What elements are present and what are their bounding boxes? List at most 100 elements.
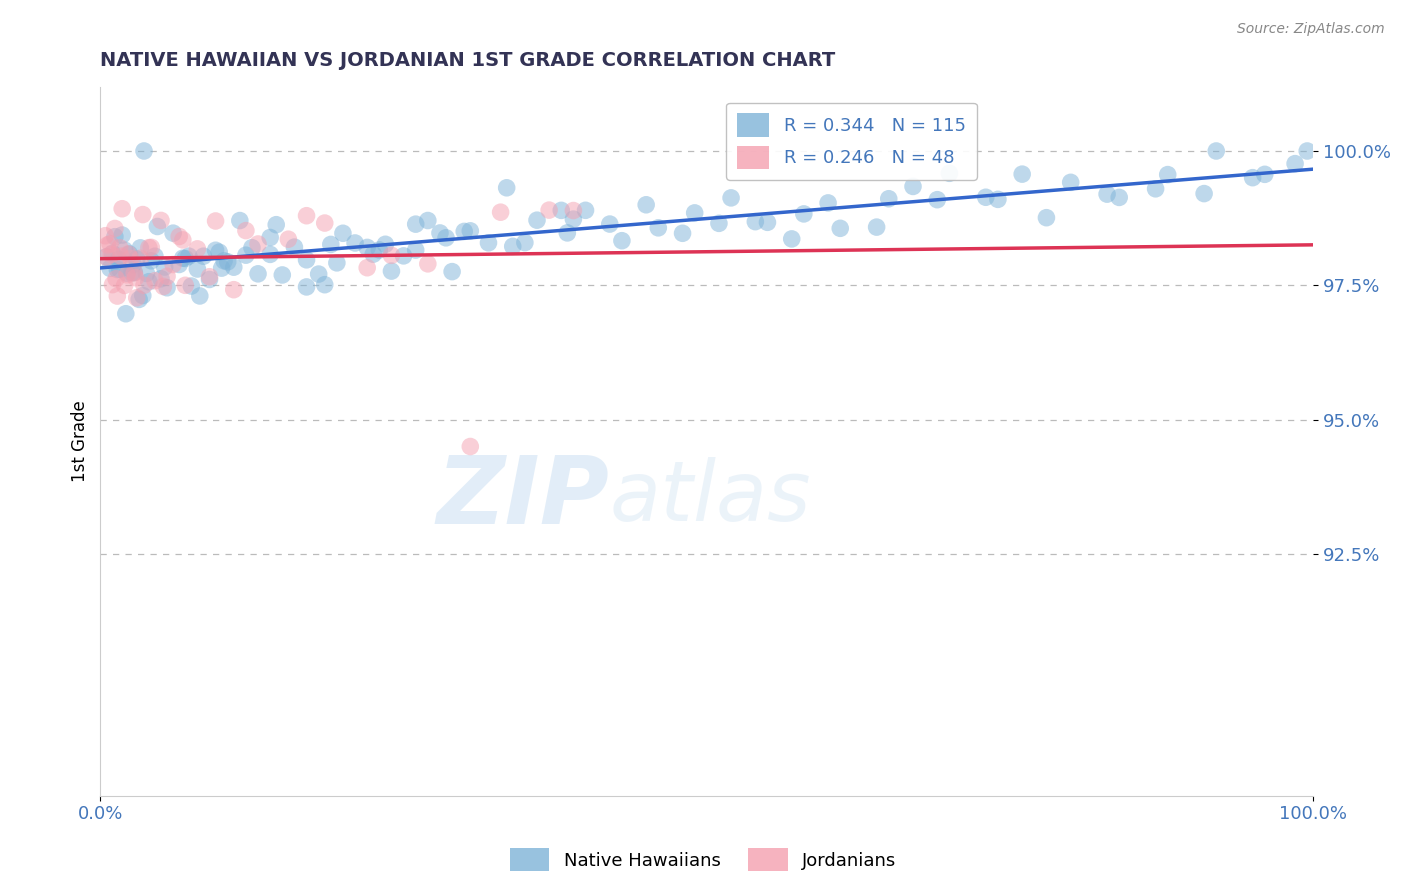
- Point: [156, 269, 179, 284]
- Text: ZIP: ZIP: [437, 452, 610, 544]
- Point: [114, 307, 136, 321]
- Point: [574, 203, 596, 218]
- Point: [562, 203, 585, 218]
- Point: [198, 269, 221, 284]
- Point: [1157, 168, 1180, 182]
- Point: [135, 267, 157, 281]
- Point: [104, 229, 127, 244]
- Point: [188, 289, 211, 303]
- Point: [96, 250, 118, 264]
- Point: [111, 228, 134, 243]
- Point: [295, 252, 318, 267]
- Point: [124, 270, 146, 285]
- Point: [453, 224, 475, 238]
- Point: [156, 281, 179, 295]
- Point: [477, 235, 499, 250]
- Point: [162, 226, 184, 240]
- Point: [877, 192, 900, 206]
- Point: [356, 260, 378, 275]
- Point: [108, 262, 131, 277]
- Point: [356, 240, 378, 254]
- Point: [111, 202, 134, 216]
- Point: [107, 252, 129, 267]
- Point: [1060, 175, 1083, 189]
- Point: [314, 277, 336, 292]
- Point: [174, 278, 197, 293]
- Point: [174, 252, 197, 266]
- Point: [1011, 167, 1033, 181]
- Point: [167, 229, 190, 244]
- Point: [247, 267, 270, 281]
- Point: [538, 203, 561, 218]
- Point: [489, 205, 512, 219]
- Point: [817, 195, 839, 210]
- Point: [235, 224, 257, 238]
- Point: [97, 238, 120, 252]
- Point: [599, 217, 621, 231]
- Point: [683, 206, 706, 220]
- Point: [132, 208, 155, 222]
- Point: [172, 233, 194, 247]
- Point: [756, 215, 779, 229]
- Point: [610, 234, 633, 248]
- Point: [259, 247, 281, 261]
- Point: [198, 272, 221, 286]
- Legend: Native Hawaiians, Jordanians: Native Hawaiians, Jordanians: [502, 841, 904, 879]
- Point: [114, 243, 136, 257]
- Point: [152, 279, 174, 293]
- Point: [115, 266, 138, 280]
- Point: [212, 253, 235, 268]
- Point: [326, 256, 349, 270]
- Point: [314, 216, 336, 230]
- Point: [380, 264, 402, 278]
- Point: [217, 255, 239, 269]
- Point: [105, 262, 128, 277]
- Point: [647, 220, 669, 235]
- Point: [416, 213, 439, 227]
- Point: [526, 213, 548, 227]
- Point: [938, 166, 960, 180]
- Point: [295, 209, 318, 223]
- Point: [186, 262, 208, 277]
- Point: [240, 241, 263, 255]
- Point: [283, 240, 305, 254]
- Point: [172, 251, 194, 265]
- Legend: R = 0.344   N = 115, R = 0.246   N = 48: R = 0.344 N = 115, R = 0.246 N = 48: [725, 103, 977, 179]
- Point: [146, 219, 169, 234]
- Point: [115, 268, 138, 282]
- Point: [114, 278, 136, 293]
- Point: [101, 277, 124, 292]
- Point: [222, 283, 245, 297]
- Point: [830, 221, 852, 235]
- Point: [94, 228, 117, 243]
- Point: [105, 289, 128, 303]
- Point: [186, 242, 208, 256]
- Point: [143, 249, 166, 263]
- Point: [125, 291, 148, 305]
- Point: [162, 258, 184, 272]
- Point: [429, 226, 451, 240]
- Point: [100, 247, 122, 261]
- Point: [271, 268, 294, 282]
- Point: [122, 258, 145, 272]
- Point: [108, 241, 131, 255]
- Point: [319, 237, 342, 252]
- Point: [124, 266, 146, 280]
- Point: [416, 257, 439, 271]
- Point: [101, 246, 124, 260]
- Point: [1205, 144, 1227, 158]
- Point: [901, 179, 924, 194]
- Text: Source: ZipAtlas.com: Source: ZipAtlas.com: [1237, 22, 1385, 37]
- Point: [143, 274, 166, 288]
- Point: [405, 243, 427, 257]
- Point: [117, 247, 139, 261]
- Point: [128, 293, 150, 307]
- Point: [98, 236, 121, 251]
- Point: [720, 191, 742, 205]
- Point: [138, 241, 160, 255]
- Point: [118, 247, 141, 261]
- Point: [1108, 190, 1130, 204]
- Point: [129, 252, 152, 266]
- Point: [361, 247, 384, 261]
- Point: [434, 231, 457, 245]
